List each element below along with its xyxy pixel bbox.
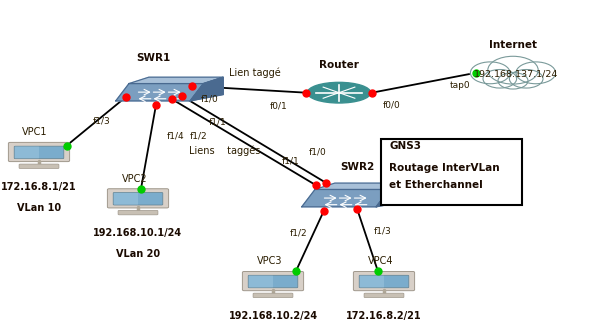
FancyBboxPatch shape xyxy=(253,293,293,298)
FancyBboxPatch shape xyxy=(353,271,415,291)
FancyBboxPatch shape xyxy=(359,275,409,288)
Circle shape xyxy=(470,62,510,84)
Circle shape xyxy=(488,56,538,84)
Polygon shape xyxy=(302,189,389,207)
Text: f0/0: f0/0 xyxy=(382,101,400,110)
Text: 192.168.137.1/24: 192.168.137.1/24 xyxy=(474,70,558,79)
Text: VPC2: VPC2 xyxy=(122,174,148,184)
Text: Router: Router xyxy=(319,60,359,70)
Text: 192.168.10.1/24: 192.168.10.1/24 xyxy=(94,228,182,238)
Text: f1/0: f1/0 xyxy=(201,95,219,104)
Polygon shape xyxy=(315,183,409,189)
Text: Internet: Internet xyxy=(489,40,537,50)
FancyBboxPatch shape xyxy=(242,271,304,291)
Text: VPC4: VPC4 xyxy=(368,257,394,266)
Circle shape xyxy=(483,70,517,88)
FancyBboxPatch shape xyxy=(248,275,298,288)
FancyBboxPatch shape xyxy=(118,211,158,215)
Text: 172.16.8.1/21: 172.16.8.1/21 xyxy=(1,182,77,192)
Text: 192.168.10.2/24: 192.168.10.2/24 xyxy=(229,311,317,321)
Ellipse shape xyxy=(307,82,371,103)
Polygon shape xyxy=(129,77,223,84)
Text: Routage InterVLan: Routage InterVLan xyxy=(389,163,500,173)
Text: f1/2: f1/2 xyxy=(289,229,307,238)
Text: f1/1: f1/1 xyxy=(282,156,300,165)
Text: f1/0: f1/0 xyxy=(309,148,327,157)
Text: GNS3: GNS3 xyxy=(389,141,421,151)
FancyBboxPatch shape xyxy=(364,293,404,298)
FancyBboxPatch shape xyxy=(15,147,39,158)
FancyBboxPatch shape xyxy=(107,189,169,208)
Text: f1/2: f1/2 xyxy=(190,131,208,140)
Polygon shape xyxy=(190,77,223,101)
FancyBboxPatch shape xyxy=(114,193,138,205)
FancyBboxPatch shape xyxy=(249,276,273,287)
Text: f1/1: f1/1 xyxy=(209,117,227,126)
Text: VLan 20: VLan 20 xyxy=(116,249,160,259)
FancyBboxPatch shape xyxy=(14,146,64,159)
FancyBboxPatch shape xyxy=(113,193,163,205)
Circle shape xyxy=(516,62,556,84)
Text: tap0: tap0 xyxy=(450,81,470,90)
Text: f1/4: f1/4 xyxy=(167,131,185,140)
Text: Liens    taggés: Liens taggés xyxy=(190,145,260,156)
Polygon shape xyxy=(116,84,203,101)
Text: VLan 10: VLan 10 xyxy=(17,203,61,213)
FancyBboxPatch shape xyxy=(8,142,70,162)
Text: VPC1: VPC1 xyxy=(22,127,47,137)
Text: et Etherchannel: et Etherchannel xyxy=(389,180,483,190)
Text: SWR1: SWR1 xyxy=(136,53,170,63)
FancyBboxPatch shape xyxy=(19,164,59,168)
Text: VPC3: VPC3 xyxy=(257,257,283,266)
FancyBboxPatch shape xyxy=(360,276,384,287)
FancyBboxPatch shape xyxy=(381,139,522,205)
Text: Lien taggé: Lien taggé xyxy=(229,68,281,78)
Text: f0/1: f0/1 xyxy=(270,101,288,111)
Circle shape xyxy=(509,70,543,88)
Circle shape xyxy=(498,72,528,89)
Text: SWR2: SWR2 xyxy=(340,162,374,172)
Text: f1/3: f1/3 xyxy=(93,116,111,125)
Text: f1/3: f1/3 xyxy=(373,226,391,236)
Text: 172.16.8.2/21: 172.16.8.2/21 xyxy=(346,311,422,321)
Polygon shape xyxy=(376,183,409,207)
